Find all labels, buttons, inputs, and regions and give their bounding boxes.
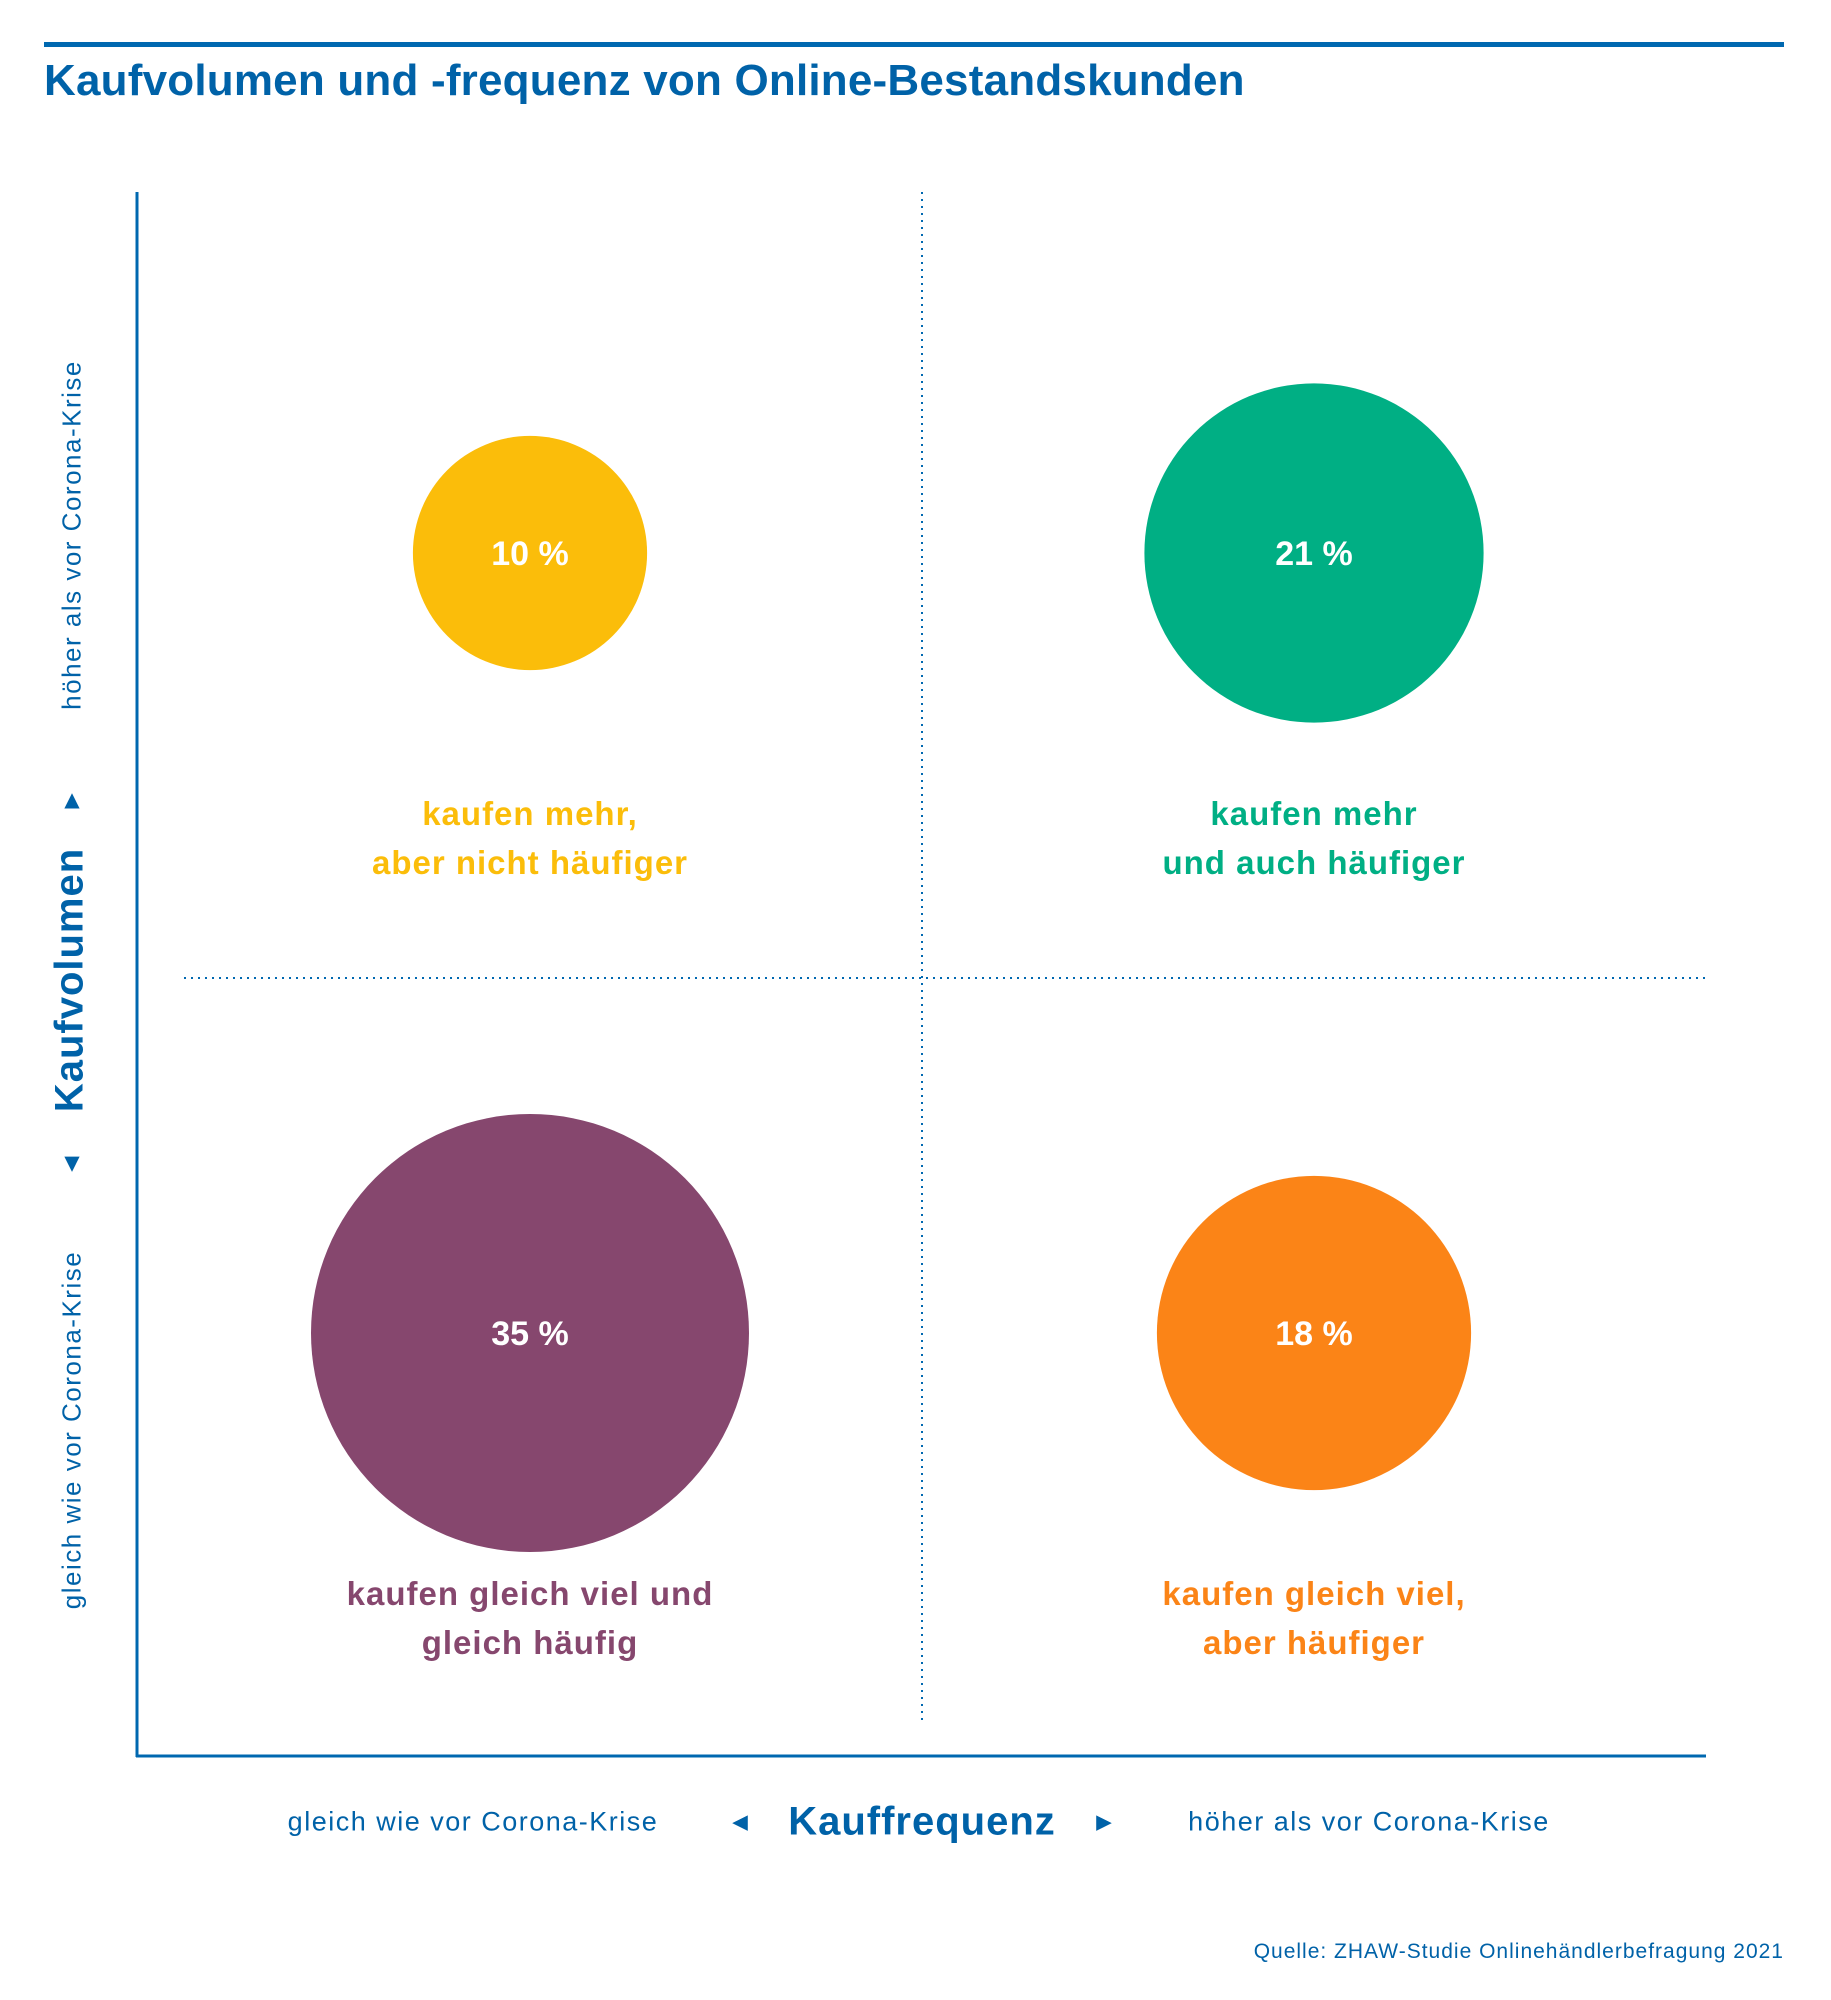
quadrant-caption-line: kaufen gleich viel, <box>1162 1575 1465 1612</box>
source-note: Quelle: ZHAW-Studie Onlinehändlerbefragu… <box>1253 1940 1784 1963</box>
y-high-label: höher als vor Corona-Krise <box>56 360 87 710</box>
x-left-arrow-icon: ◄ <box>727 1806 753 1837</box>
y-low-label: gleich wie vor Corona-Krise <box>56 1250 87 1610</box>
quadrant-caption-line: aber häufiger <box>1203 1624 1425 1661</box>
top-rule <box>44 42 1784 47</box>
quadrant-caption-line: gleich häufig <box>422 1624 639 1661</box>
x-right-arrow-icon: ► <box>1091 1806 1117 1837</box>
y-down-arrow-icon: ▼ <box>59 1147 85 1178</box>
bubble-21 <box>1144 383 1484 723</box>
bubble-10 <box>412 435 648 671</box>
x-high-label: höher als vor Corona-Krise <box>1188 1806 1550 1837</box>
y-axis-title: Kaufvolumen <box>47 847 92 1113</box>
quadrant-caption-line: kaufen mehr <box>1210 795 1417 832</box>
quadrant-caption-line: und auch häufiger <box>1162 844 1465 881</box>
bubbles-group: 10 % kaufen mehr, aber nicht häufiger 21 % k… <box>311 383 1484 1661</box>
bubble-value-label: 21 % <box>1275 535 1353 573</box>
quadrant-caption-line: aber nicht häufiger <box>372 844 688 881</box>
chart-title: Kaufvolumen und -frequenz von Online-Bes… <box>44 56 1245 105</box>
quadrant-caption-line: kaufen mehr, <box>422 795 638 832</box>
y-up-arrow-icon: ▲ <box>59 784 85 815</box>
quadrant-caption-line: kaufen gleich viel und <box>347 1575 714 1612</box>
bubble-35 <box>311 1114 749 1552</box>
bubble-value-label: 35 % <box>491 1315 569 1353</box>
bubble-18 <box>1156 1175 1472 1491</box>
bubble-value-label: 10 % <box>491 535 569 573</box>
x-low-label: gleich wie vor Corona-Krise <box>287 1806 659 1837</box>
x-axis-title: Kauffrequenz <box>788 1799 1056 1844</box>
bubble-value-label: 18 % <box>1275 1315 1353 1353</box>
